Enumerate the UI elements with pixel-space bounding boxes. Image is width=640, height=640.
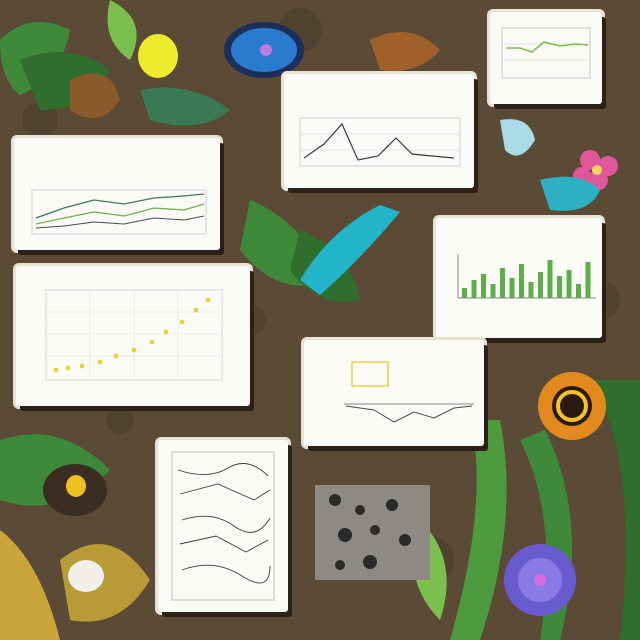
bar [547, 260, 553, 298]
pale-shell [500, 119, 535, 156]
scatter-point [205, 297, 211, 303]
card-top-right [490, 12, 602, 104]
series-line [506, 41, 589, 53]
bar [490, 284, 496, 298]
point-group [53, 297, 211, 373]
scatter-point [149, 339, 155, 345]
bar [471, 280, 477, 298]
series-line [303, 122, 455, 161]
series-line-b [35, 203, 205, 225]
bar [509, 278, 515, 298]
scatter-point [65, 365, 71, 371]
teal-pod [540, 176, 600, 211]
card-center-small [304, 340, 484, 446]
hand-sketch [171, 451, 275, 601]
bar-group [462, 260, 591, 298]
bar [481, 274, 486, 298]
yellow-orb [138, 34, 178, 78]
scatter-point [179, 319, 185, 325]
spotted-stone [315, 485, 430, 580]
teal-leaf-blade [300, 205, 400, 295]
line-chart-peaks [299, 117, 461, 167]
bar-chart [457, 254, 596, 299]
scatter-point [131, 347, 137, 353]
series-line [345, 405, 473, 423]
multi-line-chart [31, 189, 207, 235]
root-bulb [370, 32, 440, 71]
bar [519, 264, 524, 298]
bar [566, 270, 572, 298]
card-top-center [284, 74, 474, 188]
bar [528, 282, 534, 298]
bar [500, 268, 505, 298]
scatter-point [193, 307, 199, 313]
scatter-point [113, 353, 119, 359]
scatter-point [97, 359, 103, 365]
orange-sunflower [538, 372, 606, 440]
ticked-chart [344, 361, 474, 423]
scatter-point [79, 363, 85, 369]
scatter-point [53, 367, 59, 373]
purple-flower [504, 544, 576, 616]
stone-egg [43, 464, 107, 592]
scatter-chart [45, 289, 223, 381]
bar [462, 288, 467, 298]
series-line-c [35, 215, 205, 229]
blue-blossom [224, 22, 304, 78]
bar [538, 272, 543, 298]
bar [585, 262, 591, 298]
line-chart-small [501, 27, 591, 79]
card-right-bars [436, 218, 602, 338]
series-line-a [35, 193, 205, 219]
bar [576, 284, 581, 298]
card-bottom-sketch [158, 440, 288, 612]
card-left-scatter [16, 266, 250, 406]
card-left-upper [14, 138, 220, 250]
scatter-point [163, 329, 169, 335]
seed-in-soil [70, 73, 120, 118]
bar [557, 276, 562, 298]
